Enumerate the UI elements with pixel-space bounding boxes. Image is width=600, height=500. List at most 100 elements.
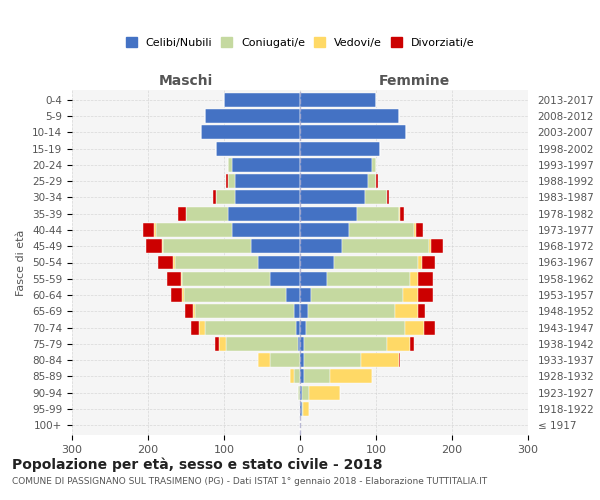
Bar — [308, 304, 395, 318]
Bar — [388, 190, 389, 204]
Bar — [215, 337, 218, 351]
Bar — [232, 223, 300, 237]
Bar — [143, 223, 154, 237]
Bar — [422, 256, 435, 270]
Bar — [304, 353, 361, 367]
Bar — [224, 93, 300, 106]
Bar — [186, 207, 228, 220]
Bar — [167, 272, 181, 285]
Bar — [300, 320, 306, 334]
Bar — [294, 304, 300, 318]
Bar — [403, 288, 418, 302]
Bar — [416, 223, 423, 237]
Bar — [400, 207, 404, 220]
Bar — [300, 272, 326, 285]
Bar — [286, 288, 300, 302]
Text: Femmine: Femmine — [379, 74, 449, 88]
Bar — [418, 304, 425, 318]
Bar — [228, 207, 300, 220]
Bar — [228, 174, 235, 188]
Bar — [205, 320, 296, 334]
Bar — [193, 304, 195, 318]
Bar — [300, 142, 380, 156]
Bar — [235, 174, 300, 188]
Bar — [269, 353, 300, 367]
Bar — [300, 174, 368, 188]
Bar — [251, 240, 300, 253]
Bar — [361, 353, 399, 367]
Bar — [399, 207, 400, 220]
Bar — [226, 337, 298, 351]
Bar — [218, 337, 226, 351]
Bar — [300, 402, 302, 416]
Bar — [191, 320, 199, 334]
Bar — [300, 93, 376, 106]
Bar — [334, 256, 418, 270]
Bar — [418, 288, 433, 302]
Bar — [173, 256, 175, 270]
Bar — [300, 126, 406, 139]
Bar — [258, 353, 269, 367]
Bar — [376, 174, 377, 188]
Bar — [171, 288, 182, 302]
Bar — [205, 109, 300, 123]
Bar — [175, 256, 258, 270]
Bar — [217, 190, 235, 204]
Bar — [300, 256, 334, 270]
Y-axis label: Fasce di età: Fasce di età — [16, 230, 26, 296]
Bar — [300, 386, 302, 400]
Bar — [182, 272, 269, 285]
Bar — [300, 353, 304, 367]
Bar — [357, 207, 399, 220]
Bar — [399, 353, 400, 367]
Bar — [217, 142, 300, 156]
Bar — [368, 174, 376, 188]
Legend: Celibi/Nubili, Coniugati/e, Vedovi/e, Divorziati/e: Celibi/Nubili, Coniugati/e, Vedovi/e, Di… — [122, 34, 478, 51]
Bar — [155, 223, 232, 237]
Bar — [290, 370, 294, 384]
Bar — [300, 240, 342, 253]
Bar — [195, 304, 294, 318]
Bar — [410, 337, 414, 351]
Text: COMUNE DI PASSIGNANO SUL TRASIMENO (PG) - Dati ISTAT 1° gennaio 2018 - Elaborazi: COMUNE DI PASSIGNANO SUL TRASIMENO (PG) … — [12, 478, 487, 486]
Bar — [372, 158, 376, 172]
Bar — [410, 272, 418, 285]
Bar — [228, 158, 232, 172]
Bar — [298, 386, 300, 400]
Bar — [212, 190, 217, 204]
Bar — [235, 190, 300, 204]
Bar — [300, 109, 399, 123]
Bar — [300, 370, 304, 384]
Bar — [269, 272, 300, 285]
Bar — [226, 174, 228, 188]
Bar — [178, 207, 186, 220]
Bar — [304, 337, 388, 351]
Bar — [326, 272, 410, 285]
Bar — [154, 223, 155, 237]
Bar — [303, 402, 309, 416]
Bar — [258, 256, 300, 270]
Bar — [331, 370, 372, 384]
Bar — [414, 223, 416, 237]
Bar — [185, 304, 193, 318]
Bar — [349, 223, 414, 237]
Bar — [300, 207, 357, 220]
Bar — [296, 320, 300, 334]
Bar — [418, 256, 422, 270]
Bar — [418, 272, 433, 285]
Bar — [294, 370, 300, 384]
Bar — [302, 386, 309, 400]
Text: Popolazione per età, sesso e stato civile - 2018: Popolazione per età, sesso e stato civil… — [12, 458, 383, 472]
Bar — [300, 190, 365, 204]
Bar — [365, 190, 388, 204]
Bar — [182, 288, 184, 302]
Bar — [298, 337, 300, 351]
Text: Maschi: Maschi — [159, 74, 213, 88]
Bar — [201, 126, 300, 139]
Bar — [232, 158, 300, 172]
Bar — [300, 223, 349, 237]
Bar — [311, 288, 403, 302]
Bar — [163, 240, 251, 253]
Bar — [302, 402, 303, 416]
Bar — [424, 320, 435, 334]
